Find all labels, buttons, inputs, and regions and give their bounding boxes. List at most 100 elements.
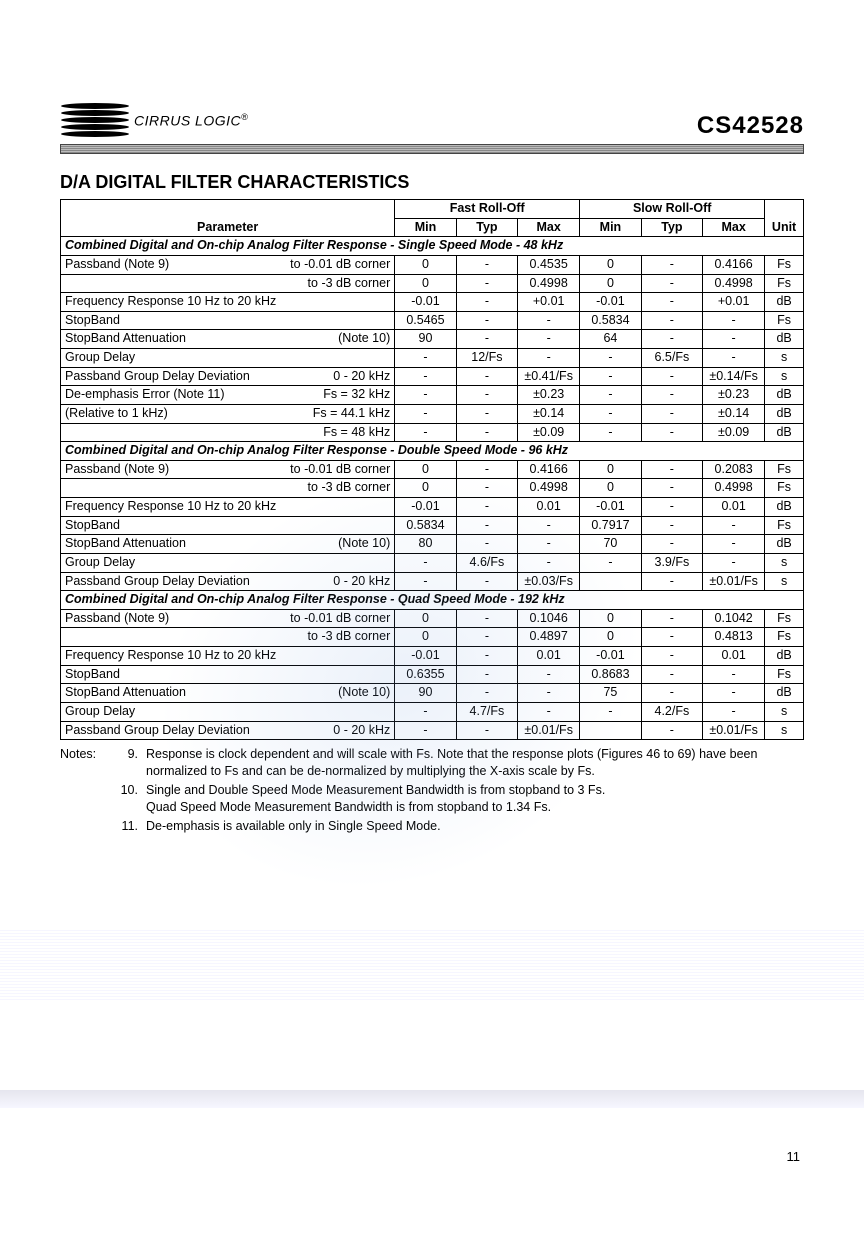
table-row: Group Delay-4.7/Fs--4.2/Fs-s xyxy=(61,702,804,721)
value-cell: - xyxy=(456,479,517,498)
scan-noise-1 xyxy=(0,930,864,1000)
unit-cell: Fs xyxy=(765,609,804,628)
param-left: Group Delay xyxy=(65,555,135,571)
brand-name: CIRRUS LOGIC® xyxy=(134,112,248,129)
param-cell: Frequency Response 10 Hz to 20 kHz xyxy=(61,647,395,666)
value-cell: 0 xyxy=(395,460,456,479)
note-number: 10. xyxy=(116,782,146,816)
section-title: D/A DIGITAL FILTER CHARACTERISTICS xyxy=(60,172,804,193)
value-cell: - xyxy=(580,349,641,368)
param-left: Passband (Note 9) xyxy=(65,257,169,273)
param-cell: Frequency Response 10 Hz to 20 kHz xyxy=(61,498,395,517)
value-cell: -0.01 xyxy=(395,647,456,666)
unit-cell: dB xyxy=(765,293,804,312)
unit-cell: Fs xyxy=(765,255,804,274)
value-cell: ±0.09 xyxy=(703,423,765,442)
param-right: 0 - 20 kHz xyxy=(333,723,390,739)
param-left: Passband Group Delay Deviation xyxy=(65,369,250,385)
value-cell: - xyxy=(641,311,702,330)
value-cell: -0.01 xyxy=(580,293,641,312)
param-cell: StopBand Attenuation(Note 10) xyxy=(61,535,395,554)
param-left: StopBand xyxy=(65,667,120,683)
value-cell: 0.4998 xyxy=(703,274,765,293)
value-cell: - xyxy=(395,367,456,386)
value-cell: - xyxy=(703,702,765,721)
value-cell: - xyxy=(456,386,517,405)
value-cell: 0 xyxy=(580,479,641,498)
param-right: 0 - 20 kHz xyxy=(333,574,390,590)
value-cell: - xyxy=(703,330,765,349)
value-cell: - xyxy=(641,330,702,349)
value-cell: - xyxy=(395,721,456,740)
value-cell: 0 xyxy=(580,609,641,628)
table-row: to -3 dB corner0-0.48970-0.4813Fs xyxy=(61,628,804,647)
value-cell: 0 xyxy=(395,255,456,274)
col-fast-min: Min xyxy=(395,218,456,237)
value-cell: - xyxy=(641,721,702,740)
unit-cell: Fs xyxy=(765,274,804,293)
table-row: Passband (Note 9)to -0.01 dB corner0-0.1… xyxy=(61,609,804,628)
unit-cell: Fs xyxy=(765,665,804,684)
col-fast-typ: Typ xyxy=(456,218,517,237)
param-cell: Passband Group Delay Deviation0 - 20 kHz xyxy=(61,721,395,740)
value-cell: 0.01 xyxy=(518,498,580,517)
param-cell: Passband (Note 9)to -0.01 dB corner xyxy=(61,255,395,274)
unit-cell: Fs xyxy=(765,628,804,647)
col-fast-max: Max xyxy=(518,218,580,237)
value-cell: - xyxy=(456,609,517,628)
value-cell: 0.4813 xyxy=(703,628,765,647)
value-cell: - xyxy=(580,423,641,442)
page-content: CIRRUS LOGIC® CS42528 D/A DIGITAL FILTER… xyxy=(0,0,864,875)
value-cell: -0.01 xyxy=(395,293,456,312)
value-cell: 0.5834 xyxy=(395,516,456,535)
value-cell: - xyxy=(456,404,517,423)
param-cell: Passband (Note 9)to -0.01 dB corner xyxy=(61,609,395,628)
header-divider xyxy=(60,144,804,154)
param-cell: StopBand Attenuation(Note 10) xyxy=(61,684,395,703)
param-right: (Note 10) xyxy=(338,331,390,347)
value-cell: 90 xyxy=(395,684,456,703)
param-cell: Passband Group Delay Deviation0 - 20 kHz xyxy=(61,367,395,386)
table-head: Parameter Fast Roll-Off Slow Roll-Off Un… xyxy=(61,200,804,237)
table-row: StopBand Attenuation(Note 10)90--64--dB xyxy=(61,330,804,349)
param-left: Passband (Note 9) xyxy=(65,611,169,627)
note-row: 11.De-emphasis is available only in Sing… xyxy=(60,818,804,835)
note-row: Notes:9.Response is clock dependent and … xyxy=(60,746,804,780)
param-cell: Group Delay xyxy=(61,553,395,572)
value-cell: - xyxy=(518,553,580,572)
value-cell: -0.01 xyxy=(580,498,641,517)
param-right: Fs = 48 kHz xyxy=(323,425,390,441)
value-cell: - xyxy=(580,367,641,386)
value-cell: - xyxy=(641,572,702,591)
value-cell: 0.4897 xyxy=(518,628,580,647)
value-cell: - xyxy=(456,535,517,554)
unit-cell: s xyxy=(765,367,804,386)
param-cell: Group Delay xyxy=(61,702,395,721)
value-cell: - xyxy=(456,274,517,293)
value-cell xyxy=(580,572,641,591)
value-cell: - xyxy=(518,311,580,330)
value-cell: 0.1042 xyxy=(703,609,765,628)
value-cell: ±0.03/Fs xyxy=(518,572,580,591)
value-cell: - xyxy=(456,255,517,274)
value-cell: 0.6355 xyxy=(395,665,456,684)
param-left: Group Delay xyxy=(65,704,135,720)
table-row: Frequency Response 10 Hz to 20 kHz-0.01-… xyxy=(61,647,804,666)
value-cell: - xyxy=(580,553,641,572)
param-left: Frequency Response 10 Hz to 20 kHz xyxy=(65,499,276,515)
table-row: Group Delay-4.6/Fs--3.9/Fs-s xyxy=(61,553,804,572)
value-cell: - xyxy=(703,665,765,684)
table-row: Frequency Response 10 Hz to 20 kHz-0.01-… xyxy=(61,498,804,517)
value-cell: 0 xyxy=(395,609,456,628)
note-number: 11. xyxy=(116,818,146,835)
value-cell: - xyxy=(456,330,517,349)
value-cell: - xyxy=(518,684,580,703)
unit-cell: s xyxy=(765,572,804,591)
value-cell: - xyxy=(456,647,517,666)
param-left: StopBand Attenuation xyxy=(65,536,186,552)
value-cell: - xyxy=(641,684,702,703)
unit-cell: dB xyxy=(765,535,804,554)
table-row: (Relative to 1 kHz)Fs = 44.1 kHz--±0.14-… xyxy=(61,404,804,423)
value-cell: - xyxy=(456,721,517,740)
value-cell: - xyxy=(641,386,702,405)
